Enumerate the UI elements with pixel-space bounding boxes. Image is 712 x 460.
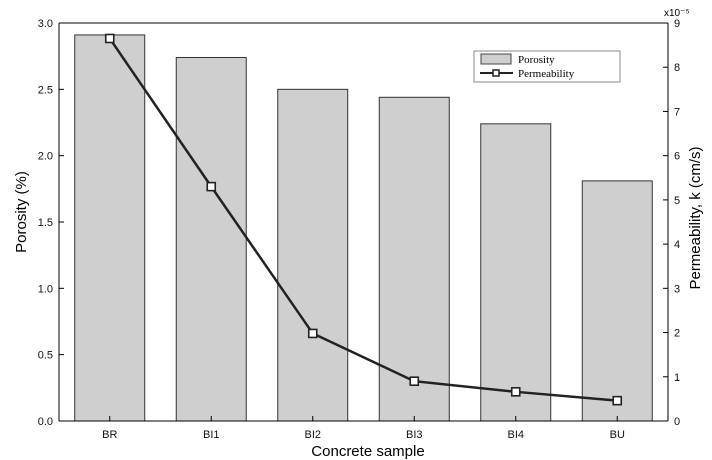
left-tick-label: 3.0 (38, 18, 53, 30)
right-axis-title: Permeability, k (cm/s) (687, 146, 704, 289)
legend-label-permeability: Permeability (518, 68, 575, 80)
porosity-bar-bi2 (277, 88, 349, 422)
left-tick-label: 2.0 (38, 151, 53, 163)
x-tick-label-bu: BU (610, 429, 625, 441)
x-tick-label-bi1: BI1 (203, 429, 220, 441)
porosity-bar-bu (581, 180, 653, 422)
x-tick-label-br: BR (102, 429, 117, 441)
right-axis-multiplier: x10⁻⁵ (664, 8, 690, 19)
right-tick-label: 3 (674, 283, 680, 295)
legend-swatch-permeability-marker (492, 69, 500, 77)
right-tick-label: 2 (674, 328, 680, 340)
bars-layer (74, 34, 653, 422)
legend-swatch-porosity (480, 53, 512, 65)
legend-label-porosity: Porosity (518, 54, 555, 66)
permeability-point-br (104, 33, 115, 44)
permeability-line-layer (104, 33, 623, 406)
porosity-bar-br (74, 34, 146, 422)
left-tick-label: 1.5 (38, 217, 53, 229)
legend: Porosity Permeability (473, 50, 621, 83)
axes-layer: 0.0 0.5 1.0 1.5 2.0 2.5 3.0 0 1 2 3 4 5 6 7 8 9 BR BI1 BI2 B… (38, 18, 680, 441)
permeability-point-bi4 (510, 387, 521, 397)
porosity-bar-bi4 (480, 123, 552, 422)
right-tick-label: 0 (674, 416, 680, 428)
right-tick-label: 5 (674, 195, 680, 207)
left-tick-label: 1.0 (38, 283, 53, 295)
x-axis-title: Concrete sample (311, 443, 424, 460)
left-axis-title: Porosity (%) (13, 171, 30, 253)
left-tick-label: 0.0 (38, 416, 53, 428)
left-tick-label: 2.5 (38, 84, 53, 96)
permeability-point-bi1 (206, 181, 217, 192)
permeability-point-bi3 (409, 376, 420, 387)
right-tick-label: 9 (674, 18, 680, 30)
x-tick-label-bi2: BI2 (304, 429, 321, 441)
right-tick-label: 7 (674, 106, 680, 118)
permeability-point-bi2 (307, 328, 318, 339)
left-tick-label: 0.5 (38, 350, 53, 362)
permeability-line (108, 37, 618, 402)
right-tick-label: 1 (674, 372, 680, 384)
porosity-bar-bi3 (378, 96, 450, 422)
x-tick-label-bi3: BI3 (406, 429, 423, 441)
right-tick-label: 6 (674, 151, 680, 163)
permeability-point-bu (612, 395, 623, 406)
porosity-bar-bi1 (175, 56, 247, 422)
right-tick-label: 4 (674, 239, 680, 251)
right-tick-label: 8 (674, 62, 680, 74)
x-tick-label-bi4: BI4 (507, 429, 524, 441)
